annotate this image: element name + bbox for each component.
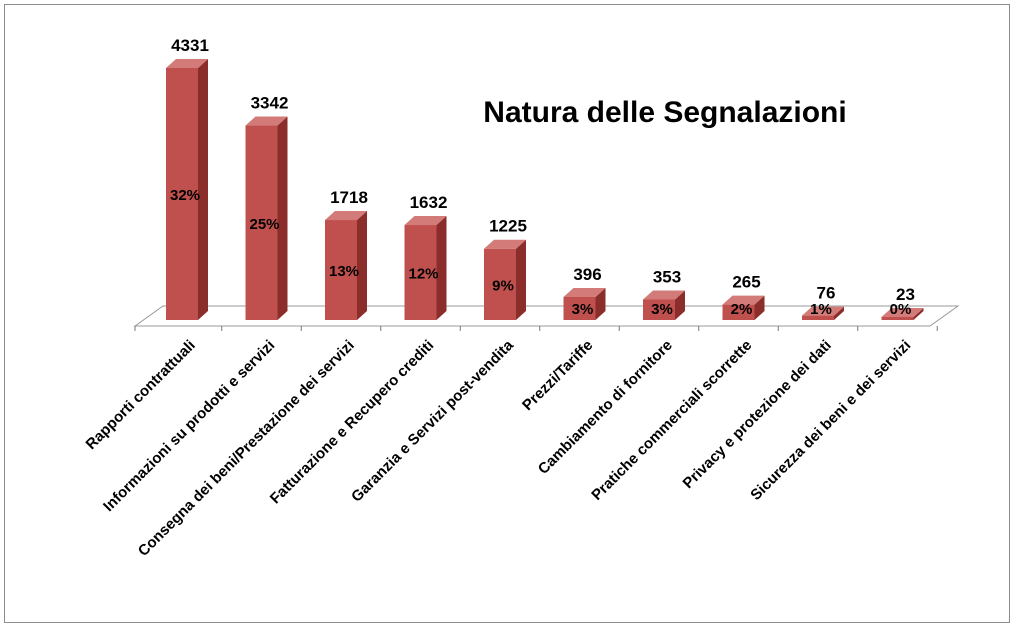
bar — [404, 225, 437, 320]
category-label: Pratiche commerciali scorrette — [588, 337, 755, 504]
data-label: 1718 — [330, 188, 368, 207]
bar — [484, 248, 516, 320]
bar-side — [277, 116, 288, 321]
data-label: 353 — [653, 267, 681, 286]
bar — [881, 317, 914, 320]
data-label: 76 — [817, 284, 836, 303]
category-label: Informazioni su prodotti e servizi — [100, 337, 278, 515]
bar — [166, 68, 198, 320]
bar-side — [516, 239, 526, 320]
data-label: 4331 — [171, 36, 209, 55]
percent-label: 2% — [731, 301, 753, 318]
data-label: 3342 — [251, 94, 289, 113]
percent-label: 3% — [651, 301, 673, 318]
data-label: 1225 — [489, 217, 527, 236]
bar-side — [675, 290, 685, 320]
bar-side — [198, 59, 208, 320]
bar-top — [722, 295, 765, 305]
chart-title: Natura delle Segnalazioni — [483, 96, 846, 129]
bar-top — [563, 287, 606, 297]
category-label: Garanzia e Servizi post-vendita — [348, 336, 517, 505]
percent-label: 12% — [408, 266, 438, 283]
bar-top — [245, 116, 288, 126]
bar-top — [325, 211, 367, 221]
bar — [563, 296, 596, 320]
bar-top — [802, 306, 844, 316]
percent-label: 9% — [492, 277, 514, 294]
data-label: 265 — [732, 273, 760, 292]
category-label: Prezzi/Tariffe — [519, 337, 596, 414]
bar-top — [881, 308, 924, 317]
bar — [325, 220, 357, 320]
bar-top — [643, 290, 685, 300]
percent-label: 25% — [249, 216, 279, 233]
bar-top — [404, 216, 447, 226]
bar — [245, 125, 278, 321]
bar-top — [484, 239, 526, 249]
bar-side — [754, 295, 765, 320]
data-label: 396 — [573, 265, 601, 284]
bar-side — [834, 306, 844, 320]
bar — [802, 315, 834, 320]
bar-side — [357, 211, 367, 320]
category-label: Sicurezza dei beni e dei servizi — [747, 337, 914, 504]
percent-label: 13% — [329, 263, 359, 280]
bar — [643, 299, 675, 320]
bar — [722, 304, 755, 320]
data-label: 23 — [896, 285, 915, 304]
bar-side — [595, 287, 606, 320]
bar-top — [166, 59, 208, 68]
category-label: Privacy e protezione dei dati — [680, 337, 835, 492]
bar-side — [436, 216, 447, 320]
percent-label: 1% — [810, 301, 832, 318]
category-label: Fatturazione e Recupero crediti — [267, 337, 438, 508]
percent-label: 32% — [170, 187, 200, 204]
bar-side — [913, 308, 924, 320]
data-label: 1632 — [410, 193, 448, 212]
percent-label: 3% — [572, 301, 594, 318]
percent-label: 0% — [890, 301, 912, 318]
category-label: Cambiamento di fornitore — [535, 337, 676, 478]
